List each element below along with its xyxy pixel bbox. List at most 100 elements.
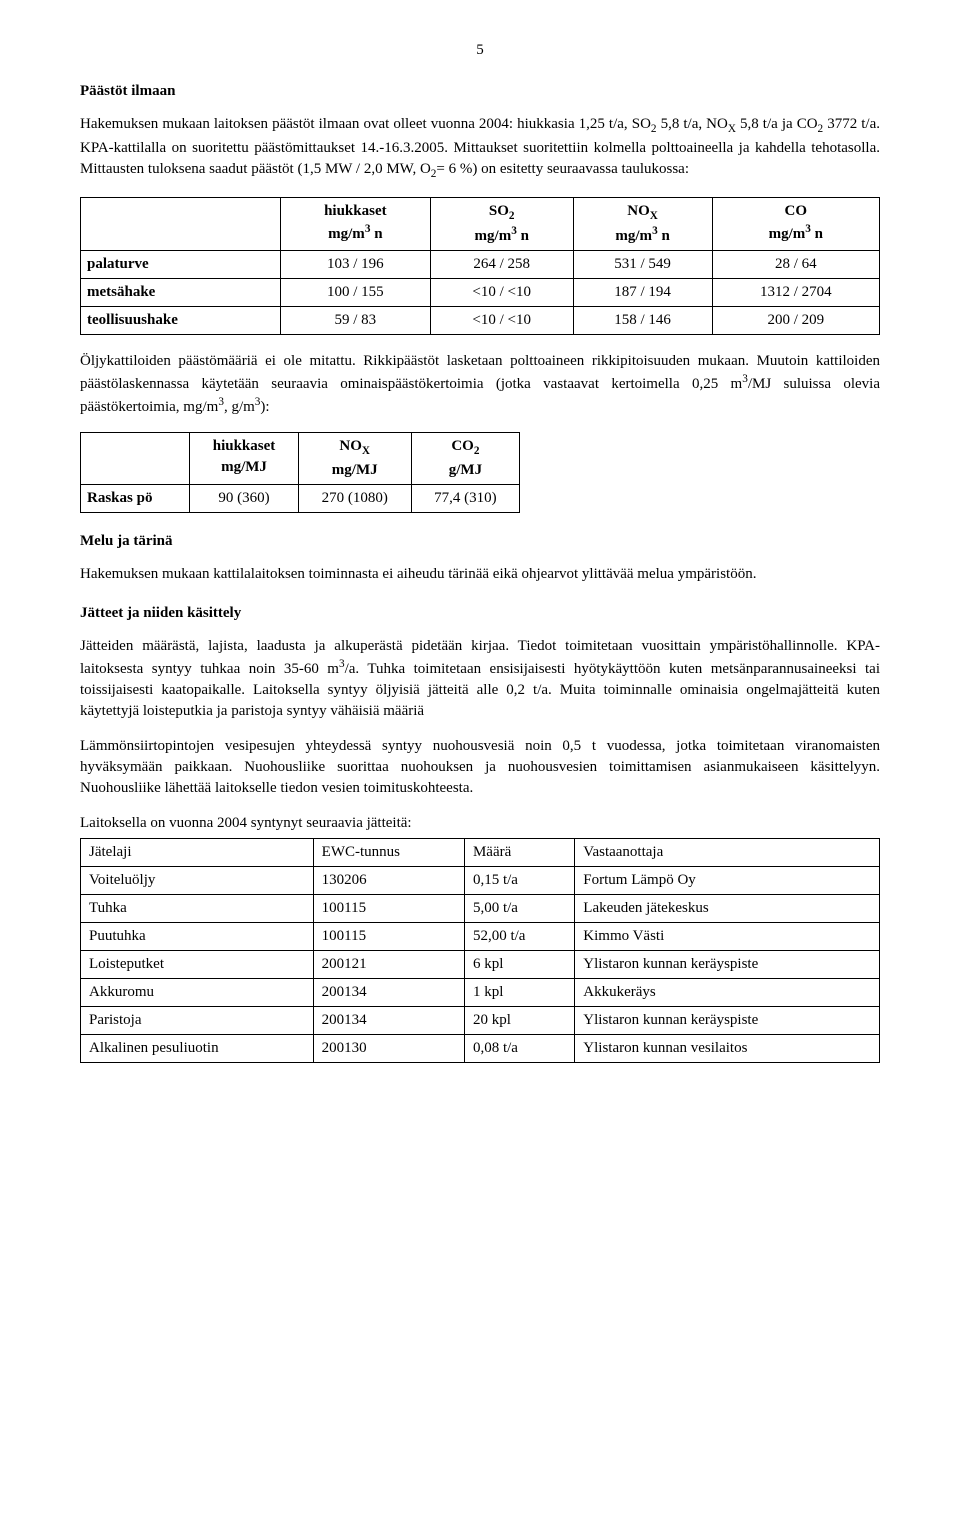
sub-x: X xyxy=(362,445,370,457)
table-header-co2: CO2 g/MJ xyxy=(411,433,519,485)
p1-text-e: = 6 %) on esitetty seuraavassa taulukoss… xyxy=(436,161,689,177)
row-label: Raskas pö xyxy=(81,485,190,513)
cell: Alkalinen pesuliuotin xyxy=(81,1035,314,1063)
table-header-co: CO mg/m3 n xyxy=(712,197,879,251)
th-unit: mg/MJ xyxy=(221,459,267,475)
table-row: palaturve 103 / 196 264 / 258 531 / 549 … xyxy=(81,251,880,279)
th-unit-n: n xyxy=(370,226,382,242)
table-header-vastaanottaja: Vastaanottaja xyxy=(575,839,880,867)
th-unit-n: n xyxy=(517,228,529,244)
th-text: CO xyxy=(451,438,474,454)
cell: Kimmo Västi xyxy=(575,923,880,951)
th-unit: mg/MJ xyxy=(332,462,378,478)
table-emissions: hiukkaset mg/m3 n SO2 mg/m3 n NOX mg/m3 … xyxy=(80,197,880,336)
th-text: SO xyxy=(489,203,509,219)
cell: 187 / 194 xyxy=(573,279,712,307)
table-row: Voiteluöljy 130206 0,15 t/a Fortum Lämpö… xyxy=(81,867,880,895)
paragraph-soot-water: Lämmönsiirtopintojen vesipesujen yhteyde… xyxy=(80,736,880,799)
cell: 20 kpl xyxy=(464,1007,574,1035)
table-row-header: hiukkaset mg/MJ NOX mg/MJ CO2 g/MJ xyxy=(81,433,520,485)
table-header-ewc: EWC-tunnus xyxy=(313,839,464,867)
cell: Akkukeräys xyxy=(575,979,880,1007)
table-waste: Jätelaji EWC-tunnus Määrä Vastaanottaja … xyxy=(80,838,880,1063)
table-header-jatelaji: Jätelaji xyxy=(81,839,314,867)
heading-waste: Jätteet ja niiden käsittely xyxy=(80,603,880,624)
table-row: Tuhka 100115 5,00 t/a Lakeuden jätekesku… xyxy=(81,895,880,923)
page-number: 5 xyxy=(80,40,880,61)
table-header-so2: SO2 mg/m3 n xyxy=(430,197,573,251)
th-unit: mg/m xyxy=(475,228,512,244)
table-row: Alkalinen pesuliuotin 200130 0,08 t/a Yl… xyxy=(81,1035,880,1063)
table-header-hiukkaset: hiukkaset mg/m3 n xyxy=(280,197,430,251)
cell: Ylistaron kunnan vesilaitos xyxy=(575,1035,880,1063)
cell: Loisteputket xyxy=(81,951,314,979)
table-row: teollisuushake 59 / 83 <10 / <10 158 / 1… xyxy=(81,307,880,335)
table-header-empty xyxy=(81,197,281,251)
sub-2: 2 xyxy=(474,445,480,457)
cell: 28 / 64 xyxy=(712,251,879,279)
cell: 100115 xyxy=(313,923,464,951)
cell: 100 / 155 xyxy=(280,279,430,307)
th-text: hiukkaset xyxy=(324,203,387,219)
table-header-hiukkaset: hiukkaset mg/MJ xyxy=(190,433,298,485)
th-unit: g/MJ xyxy=(449,462,482,478)
th-unit: mg/m xyxy=(328,226,365,242)
sub-2: 2 xyxy=(509,210,515,222)
table-header-maara: Määrä xyxy=(464,839,574,867)
th-text: NO xyxy=(339,438,362,454)
table-row: Akkuromu 200134 1 kpl Akkukeräys xyxy=(81,979,880,1007)
cell: Ylistaron kunnan keräyspiste xyxy=(575,951,880,979)
p1-text-a: Hakemuksen mukaan laitoksen päästöt ilma… xyxy=(80,116,651,132)
table-emission-factors: hiukkaset mg/MJ NOX mg/MJ CO2 g/MJ Raska… xyxy=(80,432,520,513)
cell: <10 / <10 xyxy=(430,307,573,335)
row-label: metsähake xyxy=(81,279,281,307)
table-header-empty xyxy=(81,433,190,485)
cell: 6 kpl xyxy=(464,951,574,979)
cell: 100115 xyxy=(313,895,464,923)
th-text: CO xyxy=(785,203,808,219)
cell: <10 / <10 xyxy=(430,279,573,307)
paragraph-oil-boilers: Öljykattiloiden päästömääriä ei ole mita… xyxy=(80,351,880,418)
cell: 264 / 258 xyxy=(430,251,573,279)
cell: Akkuromu xyxy=(81,979,314,1007)
sub-x: X xyxy=(650,210,658,222)
table-header-nox: NOX mg/MJ xyxy=(298,433,411,485)
paragraph-noise: Hakemuksen mukaan kattilalaitoksen toimi… xyxy=(80,564,880,585)
cell: 200 / 209 xyxy=(712,307,879,335)
cell: 90 (360) xyxy=(190,485,298,513)
cell: Voiteluöljy xyxy=(81,867,314,895)
paragraph-emissions-intro: Hakemuksen mukaan laitoksen päästöt ilma… xyxy=(80,114,880,183)
cell: 200130 xyxy=(313,1035,464,1063)
th-unit-n: n xyxy=(811,226,823,242)
cell: 200134 xyxy=(313,1007,464,1035)
cell: 52,00 t/a xyxy=(464,923,574,951)
cell: 130206 xyxy=(313,867,464,895)
table-row: Loisteputket 200121 6 kpl Ylistaron kunn… xyxy=(81,951,880,979)
sub-x: X xyxy=(728,123,736,135)
table-header-nox: NOX mg/m3 n xyxy=(573,197,712,251)
cell: 200134 xyxy=(313,979,464,1007)
p2-text-d: ): xyxy=(260,399,269,415)
cell: 5,00 t/a xyxy=(464,895,574,923)
p1-text-c: 5,8 t/a ja CO xyxy=(736,116,818,132)
p2-text-c: , g/m xyxy=(224,399,255,415)
cell: Paristoja xyxy=(81,1007,314,1035)
cell: 531 / 549 xyxy=(573,251,712,279)
paragraph-waste-records: Jätteiden määrästä, lajista, laadusta ja… xyxy=(80,636,880,722)
row-label: teollisuushake xyxy=(81,307,281,335)
table-row: Puutuhka 100115 52,00 t/a Kimmo Västi xyxy=(81,923,880,951)
cell: Fortum Lämpö Oy xyxy=(575,867,880,895)
th-text: hiukkaset xyxy=(213,438,276,454)
heading-emissions: Päästöt ilmaan xyxy=(80,81,880,102)
cell: 103 / 196 xyxy=(280,251,430,279)
cell: Puutuhka xyxy=(81,923,314,951)
cell: 158 / 146 xyxy=(573,307,712,335)
table-row: metsähake 100 / 155 <10 / <10 187 / 194 … xyxy=(81,279,880,307)
cell: 1312 / 2704 xyxy=(712,279,879,307)
cell: 270 (1080) xyxy=(298,485,411,513)
cell: 0,08 t/a xyxy=(464,1035,574,1063)
table-row-header: Jätelaji EWC-tunnus Määrä Vastaanottaja xyxy=(81,839,880,867)
table-row: Raskas pö 90 (360) 270 (1080) 77,4 (310) xyxy=(81,485,520,513)
cell: 77,4 (310) xyxy=(411,485,519,513)
th-text: NO xyxy=(627,203,650,219)
